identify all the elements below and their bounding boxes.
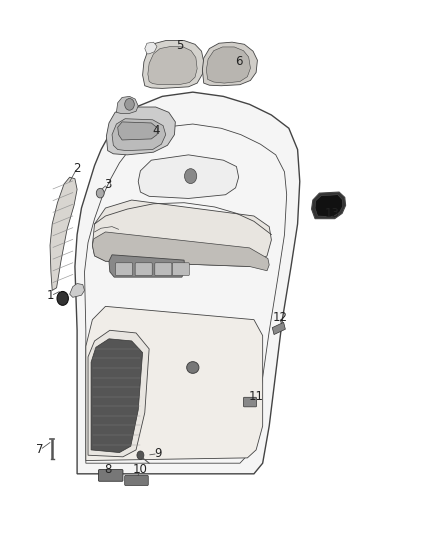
Text: 5: 5 (176, 39, 184, 52)
Circle shape (184, 168, 197, 183)
Text: 8: 8 (104, 463, 111, 476)
FancyBboxPatch shape (116, 263, 133, 276)
Ellipse shape (187, 362, 199, 373)
Polygon shape (91, 339, 143, 453)
Polygon shape (118, 122, 158, 140)
Polygon shape (88, 330, 149, 457)
Circle shape (137, 451, 144, 459)
Polygon shape (75, 92, 300, 474)
FancyBboxPatch shape (135, 263, 152, 276)
Text: 3: 3 (104, 177, 111, 191)
Text: 12: 12 (272, 311, 288, 324)
Polygon shape (92, 232, 269, 271)
Polygon shape (138, 155, 239, 198)
Text: 10: 10 (133, 463, 148, 476)
Polygon shape (117, 96, 138, 114)
Text: 7: 7 (36, 443, 44, 456)
Polygon shape (106, 107, 175, 155)
Polygon shape (145, 42, 157, 54)
Polygon shape (272, 322, 286, 335)
Polygon shape (50, 177, 77, 290)
Circle shape (96, 188, 104, 198)
Polygon shape (109, 255, 185, 277)
Text: 6: 6 (235, 55, 242, 68)
Text: 1: 1 (47, 289, 55, 302)
Polygon shape (311, 192, 346, 219)
FancyBboxPatch shape (172, 263, 189, 276)
Circle shape (57, 292, 68, 305)
Text: 2: 2 (73, 161, 81, 175)
Polygon shape (206, 47, 251, 83)
Text: 4: 4 (152, 124, 159, 138)
Text: 13: 13 (325, 207, 340, 220)
FancyBboxPatch shape (99, 470, 123, 481)
Circle shape (125, 99, 134, 110)
Polygon shape (92, 200, 272, 266)
FancyBboxPatch shape (155, 263, 172, 276)
Text: 11: 11 (249, 390, 264, 403)
Polygon shape (315, 195, 343, 216)
Polygon shape (86, 306, 263, 461)
FancyBboxPatch shape (125, 475, 148, 486)
Polygon shape (112, 119, 166, 151)
Text: 9: 9 (154, 447, 162, 460)
Polygon shape (143, 41, 204, 88)
Polygon shape (148, 46, 197, 85)
Polygon shape (70, 284, 85, 297)
Polygon shape (202, 42, 258, 86)
FancyBboxPatch shape (244, 397, 257, 407)
